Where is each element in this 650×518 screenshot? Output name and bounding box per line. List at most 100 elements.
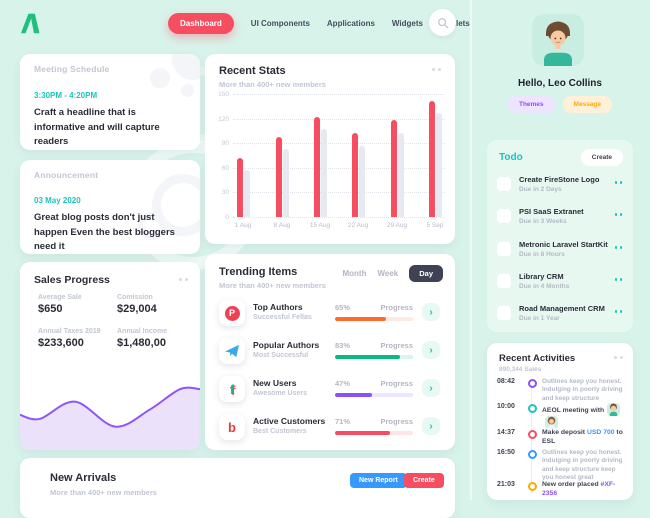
progress-label: Progress (380, 303, 413, 312)
nav-item-ui-components[interactable]: UI Components (250, 18, 310, 28)
new-report-button[interactable]: New Report (350, 473, 407, 488)
main-nav: Dashboard UI Components Applications Widget… (168, 9, 470, 37)
chevron-right-button[interactable]: › (422, 341, 440, 359)
gridline (233, 167, 445, 169)
todo-checkbox[interactable] (497, 274, 511, 288)
activity-text: New order placed #XF-2356 (542, 481, 616, 497)
todo-item-due: Due in 2 Days (519, 186, 562, 193)
todo-item-menu-dots-icon[interactable] (614, 310, 622, 313)
todo-checkbox[interactable] (497, 242, 511, 256)
search-button[interactable] (429, 9, 456, 36)
bar-secondary (282, 148, 289, 217)
themes-button[interactable]: Themes (507, 96, 555, 113)
todo-create-button[interactable]: Create (580, 149, 623, 166)
todo-item-menu-dots-icon[interactable] (614, 213, 622, 216)
new-arrivals-title: New Arrivals (50, 472, 117, 484)
todo-item-due: Due in 8 Hours (519, 251, 565, 258)
card-menu-dots-icon[interactable] (179, 278, 188, 281)
new-arrivals-subtitle: More than 400+ new members (50, 488, 157, 497)
todo-checkbox[interactable] (497, 306, 511, 320)
sales-stat: Annual Income $1,480,00 (117, 328, 190, 349)
meeting-schedule-card: Meeting Schedule 3:30PM - 4:20PM Craft a… (20, 54, 200, 150)
todo-item: Library CRM Due in 4 Months (487, 271, 633, 301)
chevron-right-button[interactable]: › (422, 379, 440, 397)
trending-tab-week[interactable]: Week (377, 269, 399, 278)
activity-time: 10:00 (497, 403, 515, 410)
announcement-text: Great blog posts don't just happen Even … (34, 212, 175, 253)
sales-stat: Comission $29,004 (117, 294, 190, 315)
trending-item-icon-box (219, 338, 245, 364)
nav-item-widgets[interactable]: Widgets (391, 18, 423, 28)
todo-item-menu-dots-icon[interactable] (614, 278, 622, 281)
trending-item-subtitle: Successful Fellas (253, 314, 312, 321)
x-axis-label: 29 Aug (386, 222, 408, 229)
todo-checkbox[interactable] (497, 177, 511, 191)
stat-label: Comission (117, 294, 153, 301)
todo-item-title: Road Management CRM (519, 304, 605, 313)
activity-text: Outlines keep you honest. Indulging in p… (542, 449, 623, 481)
trending-row: Popular Authors Most Successful 83% Progres… (205, 338, 455, 370)
recent-activities-title: Recent Activities (499, 353, 576, 364)
bar-secondary (435, 112, 442, 217)
trending-item-icon-box: b (219, 414, 245, 440)
activity-text: Outlines keep you honest. Indulging in p… (542, 378, 623, 402)
todo-item: Metronic Laravel StartKit Due in 8 Hours (487, 239, 633, 269)
progress-label: Progress (380, 341, 413, 350)
card-decoration (181, 84, 194, 97)
recent-stats-card: Recent Stats More than 400+ new members … (205, 54, 455, 244)
bar-secondary (243, 170, 250, 217)
dashboard-page: Dashboard UI Components Applications Widget… (18, 0, 633, 518)
todo-item-due: Due in 4 Months (519, 283, 570, 290)
bar-secondary (358, 145, 365, 217)
sales-progress-title: Sales Progress (34, 274, 110, 286)
trending-item-subtitle: Best Customers (253, 428, 307, 435)
create-report-button[interactable]: Create (404, 473, 444, 488)
message-button[interactable]: Message (562, 96, 613, 113)
gridline (233, 192, 445, 194)
progress-bar (335, 355, 413, 359)
trending-tab-day[interactable]: Day (409, 265, 443, 282)
gridline (233, 118, 445, 120)
bar-primary (390, 120, 397, 217)
nav-item-dashboard[interactable]: Dashboard (168, 12, 234, 34)
recent-stats-bar-chart: 150 120 90 60 30 0 1 Aug 8 Aug 15 Aug 22 Aug 29 Au… (205, 54, 455, 244)
progress-bar (335, 431, 413, 435)
chevron-right-button[interactable]: › (422, 303, 440, 321)
todo-item-menu-dots-icon[interactable] (614, 246, 622, 249)
glitch-f-icon: f (229, 381, 235, 397)
recent-activities-subtitle: 890,344 Sales (499, 366, 542, 373)
nav-item-applications[interactable]: Applications (326, 18, 375, 28)
activity-text: Make deposit USD 700 to ESL (542, 429, 623, 445)
todo-item: PSI SaaS Extranet Due in 3 Weeks (487, 206, 633, 236)
trending-item-title: Top Authors (253, 302, 303, 312)
bar-primary (313, 116, 320, 217)
trending-tab-month[interactable]: Month (342, 269, 367, 278)
timeline-dot (528, 430, 537, 439)
y-axis-tick: 60 (221, 164, 229, 172)
bar-secondary (320, 129, 327, 217)
todo-item-menu-dots-icon[interactable] (614, 181, 622, 184)
trending-tabs: Month Week Day (342, 265, 443, 282)
todo-checkbox[interactable] (497, 209, 511, 223)
card-menu-dots-icon[interactable] (432, 68, 441, 71)
chevron-right-button[interactable]: › (422, 417, 440, 435)
card-menu-dots-icon[interactable] (614, 356, 623, 359)
progress-bar (335, 317, 413, 321)
progress-label: Progress (380, 417, 413, 426)
bar-primary (275, 136, 282, 217)
todo-title: Todo (499, 152, 523, 163)
announcement-card: Announcement 03 May 2020 Great blog post… (20, 160, 200, 254)
gridline (233, 217, 445, 218)
y-axis-tick: 0 (225, 214, 229, 221)
producthunt-icon: P (224, 305, 240, 321)
y-axis-tick: 150 (218, 91, 229, 98)
stat-label: Annual Taxes 2019 (38, 328, 101, 335)
bar-primary (236, 157, 243, 217)
activity-time: 14:37 (497, 429, 515, 436)
user-avatar (532, 14, 584, 66)
todo-item-due: Due in 1 Year (519, 315, 560, 322)
stat-label: Average Sale (38, 294, 82, 301)
trending-item-title: Popular Authors (253, 340, 320, 350)
bar-primary (428, 100, 435, 217)
app-logo-icon[interactable] (18, 10, 48, 36)
